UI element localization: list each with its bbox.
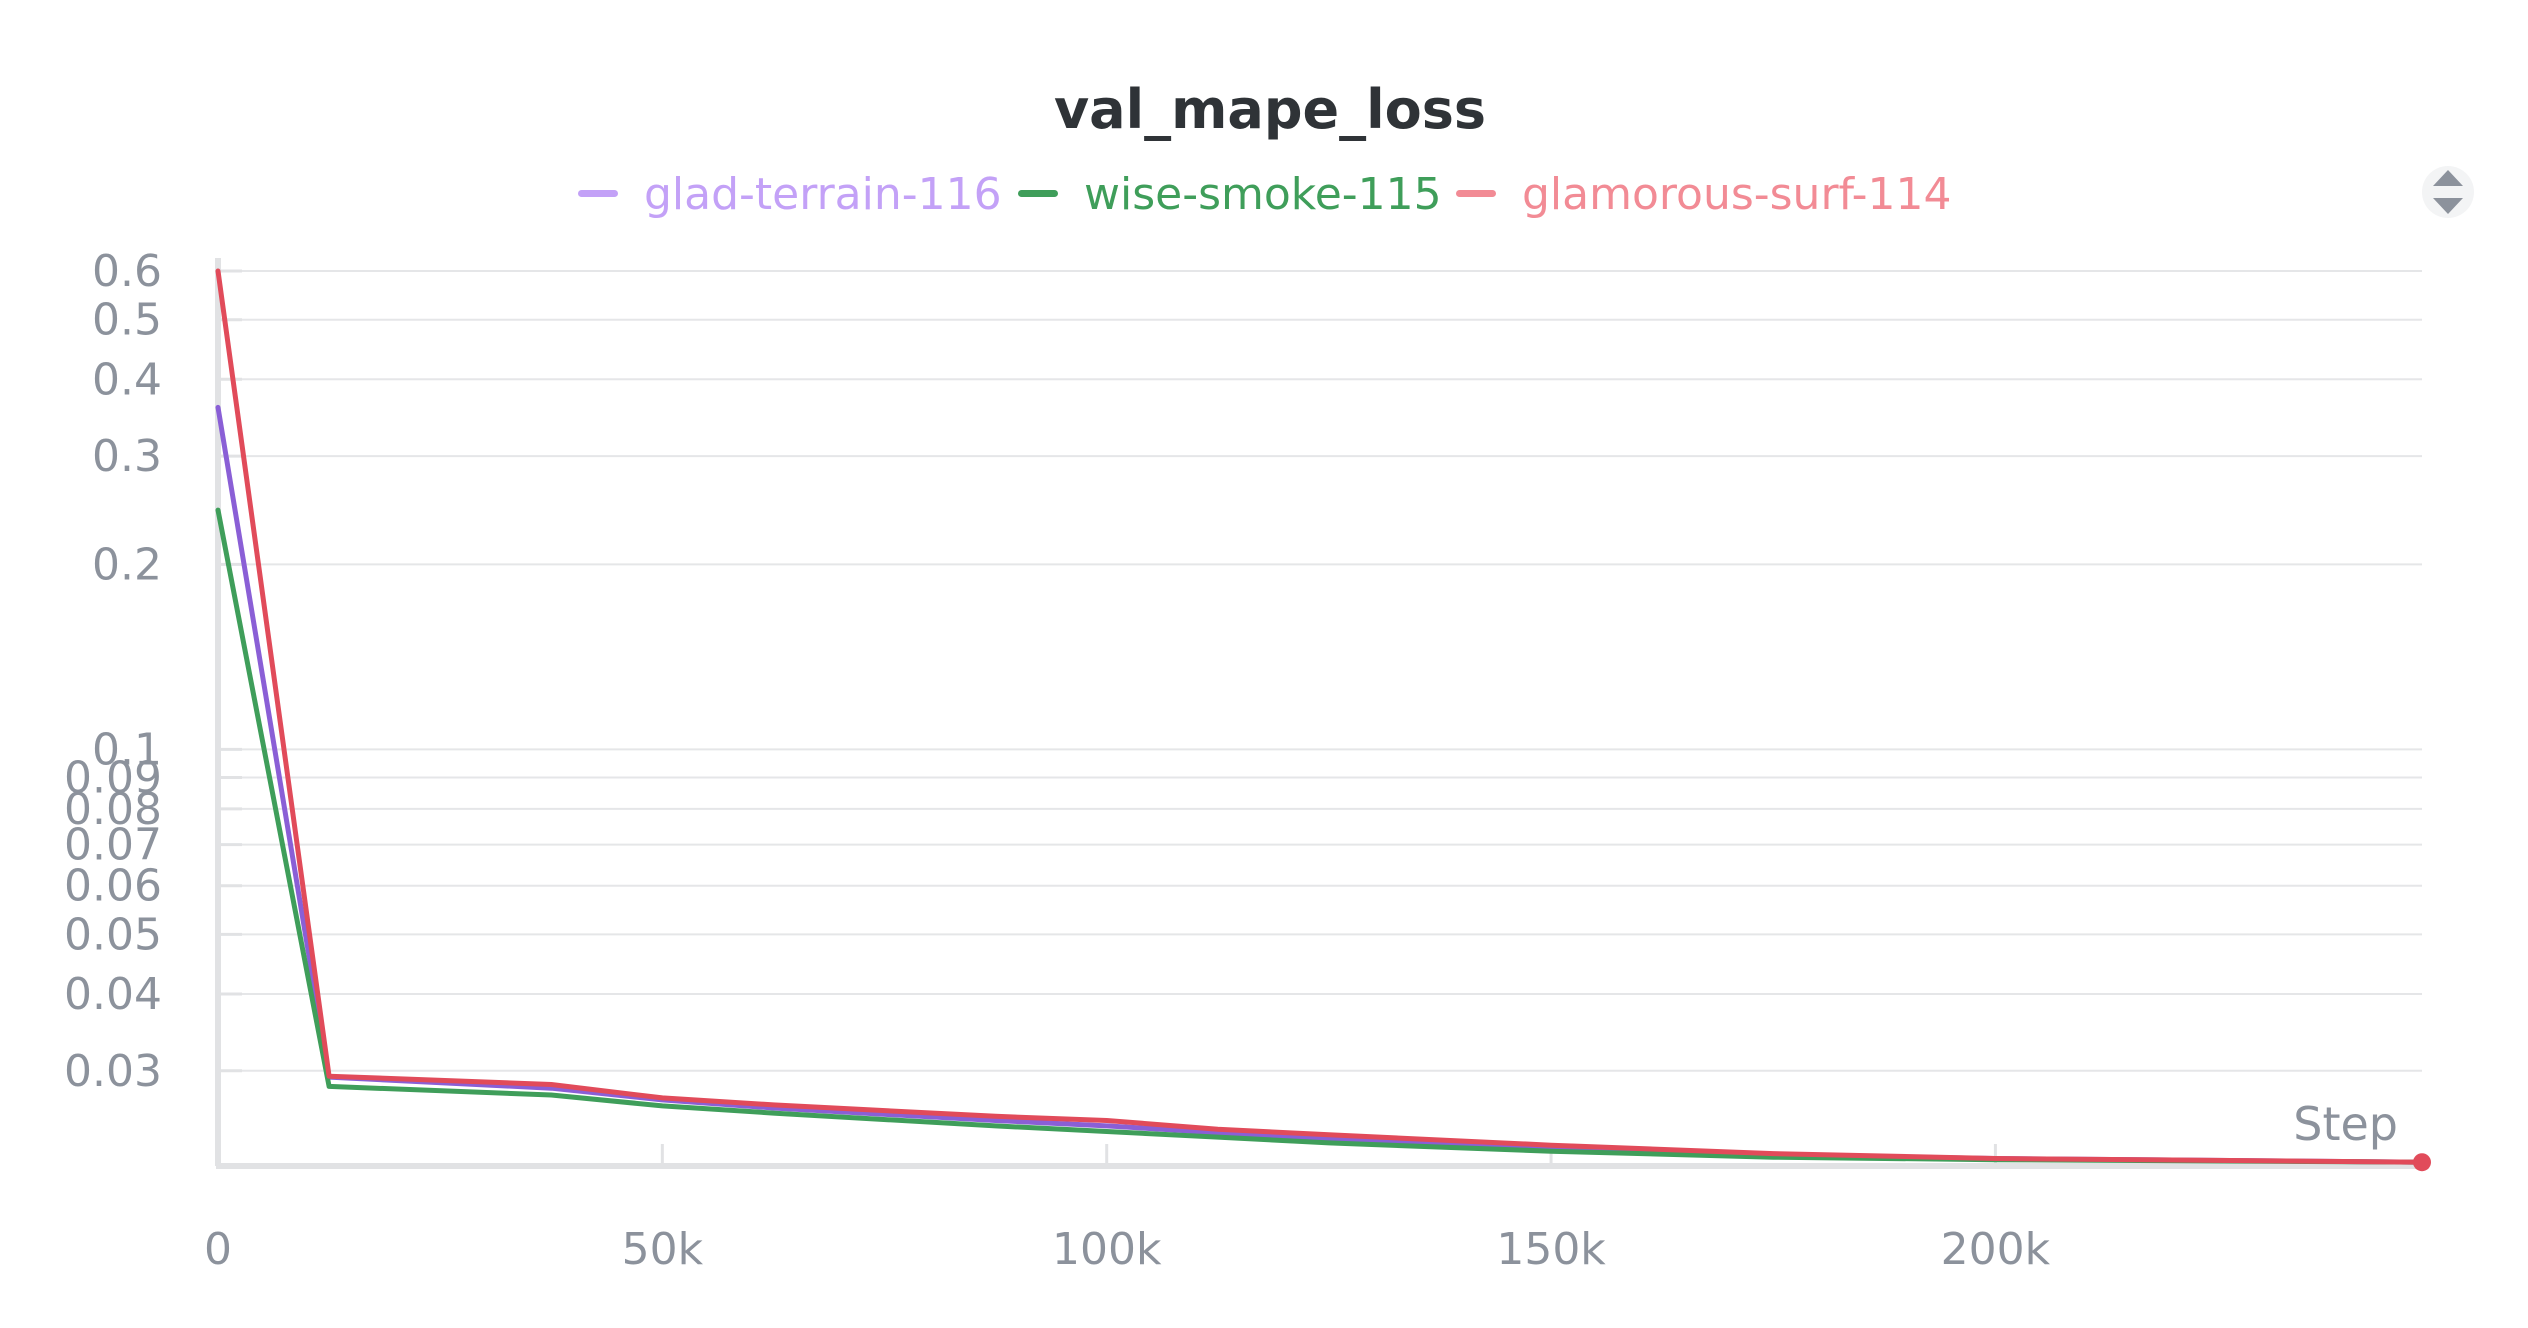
x-axis-label: Step (2293, 1097, 2398, 1151)
series-endpoint-marker (2413, 1153, 2431, 1172)
y-tick-label: 0.03 (64, 1046, 162, 1097)
y-tick-label: 0.04 (64, 969, 162, 1020)
chart-title: val_mape_loss (1054, 78, 1486, 141)
legend-label: glamorous-surf-114 (1522, 169, 1951, 220)
x-tick-label: 150k (1496, 1224, 1606, 1275)
y-tick-label: 0.05 (64, 909, 162, 960)
y-tick-label: 0.6 (92, 246, 162, 297)
x-tick-label: 50k (622, 1224, 704, 1275)
legend-toggle-button[interactable] (2422, 166, 2474, 218)
y-tick-label: 0.3 (92, 431, 162, 482)
series-lines (215, 268, 2431, 1172)
series-line-wise-smoke-115 (215, 507, 2425, 1165)
legend-item-wise-smoke-115[interactable]: wise-smoke-115 (1018, 169, 1442, 220)
series-line-glad-terrain-116 (215, 404, 2425, 1165)
x-tick-label: 100k (1052, 1224, 1162, 1275)
y-tick-label: 0.07 (64, 820, 162, 871)
x-tick-label: 200k (1941, 1224, 2051, 1275)
gridlines (218, 270, 2422, 1072)
x-tick-label: 0 (204, 1224, 232, 1275)
y-tick-label: 0.2 (92, 539, 162, 590)
y-tick-label: 0.5 (92, 295, 162, 346)
legend: glad-terrain-116 wise-smoke-115 glamorous-… (578, 169, 1951, 220)
legend-swatch (1456, 190, 1496, 197)
legend-swatch (578, 190, 618, 197)
y-axis-ticks: 0.60.5 0.4 0.3 0.2 0.10.090.080.070.060.05 0.… (64, 246, 242, 1097)
legend-label: glad-terrain-116 (644, 169, 1002, 220)
series-line-glamorous-surf-114 (215, 268, 2425, 1165)
y-tick-label: 0.08 (64, 784, 162, 835)
legend-swatch (1018, 190, 1058, 197)
legend-item-glad-terrain-116[interactable]: glad-terrain-116 (578, 169, 1002, 220)
y-tick-label: 0.06 (64, 861, 162, 912)
y-tick-label: 0.1 (92, 724, 162, 775)
chevron-up-down-icon (2433, 170, 2463, 214)
y-tick-label: 0.4 (92, 354, 162, 405)
y-tick-label: 0.09 (64, 752, 162, 803)
legend-label: wise-smoke-115 (1084, 169, 1442, 220)
legend-item-glamorous-surf-114[interactable]: glamorous-surf-114 (1456, 169, 1951, 220)
x-axis-ticks: 0 50k 100k 150k 200k (204, 1144, 2051, 1275)
